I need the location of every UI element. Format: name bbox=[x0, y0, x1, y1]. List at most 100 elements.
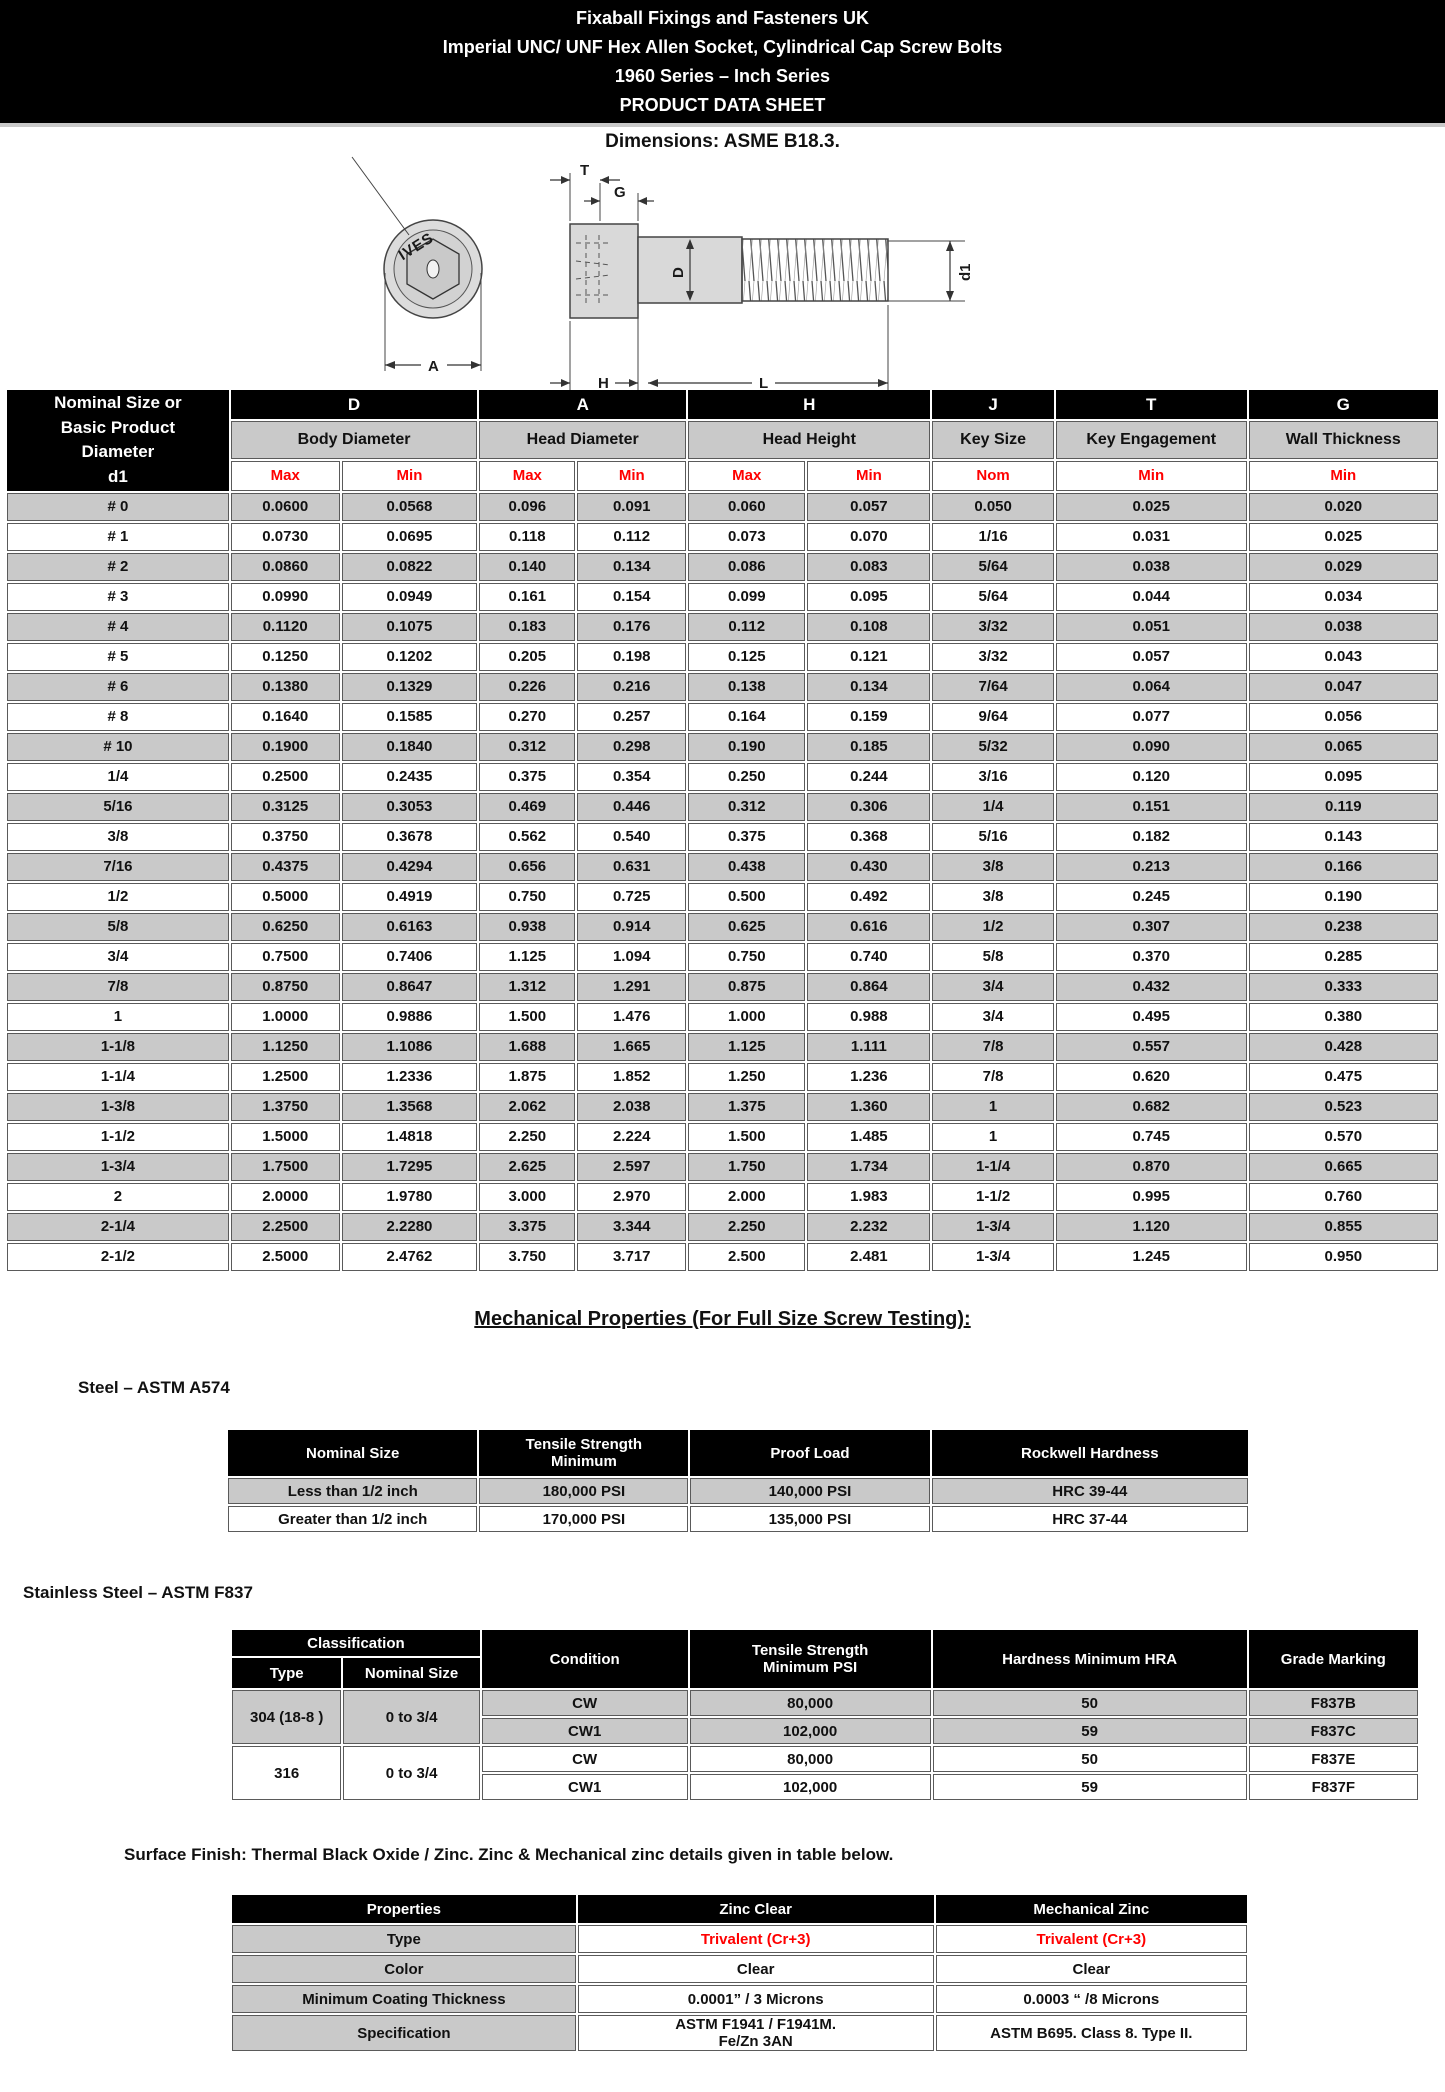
table-cell: 0.096 bbox=[479, 492, 576, 521]
group-label-key-size: Key Size bbox=[932, 421, 1054, 460]
table-cell: 0.0001” / 3 Microns bbox=[577, 1985, 934, 2013]
table-cell: 2.0000 bbox=[230, 1182, 340, 1211]
table-cell: 0.1120 bbox=[230, 612, 340, 641]
table-cell: 1-1/4 bbox=[932, 1152, 1054, 1181]
table-cell: 0.226 bbox=[479, 672, 576, 701]
table-cell: 2.232 bbox=[807, 1212, 931, 1241]
table-cell: # 1 bbox=[7, 522, 229, 551]
table-cell: 0.745 bbox=[1055, 1122, 1247, 1151]
table-row: 5/8 0.6250 0.6163 0.938 0.914 0.625 0.616 1/2 0.… bbox=[7, 912, 1438, 941]
table-cell: 0.047 bbox=[1248, 672, 1438, 701]
table-cell: 2.062 bbox=[479, 1092, 576, 1121]
table-row: # 3 0.0990 0.0949 0.161 0.154 0.099 0.095 5/64 0… bbox=[7, 582, 1438, 611]
table-row: CW1 102,000 59 F837C bbox=[232, 1718, 1418, 1744]
table-cell: 7/16 bbox=[7, 852, 229, 881]
table-cell: F837E bbox=[1248, 1746, 1418, 1772]
table-cell: 0.557 bbox=[1055, 1032, 1247, 1061]
table-cell: 0.065 bbox=[1248, 732, 1438, 761]
table-cell: 0.4375 bbox=[230, 852, 340, 881]
corner-header: Nominal Size or Basic Product Diameter d… bbox=[7, 390, 229, 491]
table-cell: 0.044 bbox=[1055, 582, 1247, 611]
table-cell: Greater than 1/2 inch bbox=[228, 1506, 478, 1532]
end-view: IVES A bbox=[351, 156, 483, 375]
table-cell: 135,000 PSI bbox=[690, 1506, 930, 1532]
table-cell: 3/4 bbox=[932, 1002, 1054, 1031]
table-cell: 0.1380 bbox=[230, 672, 340, 701]
table-cell: 0.091 bbox=[577, 492, 687, 521]
table-cell: 0.043 bbox=[1248, 642, 1438, 671]
table-cell: 0.6250 bbox=[230, 912, 340, 941]
subcol-header: Min bbox=[1248, 461, 1438, 491]
table-row: Greater than 1/2 inch 170,000 PSI 135,000 … bbox=[228, 1506, 1248, 1532]
dim-label-d1: d1 bbox=[957, 263, 974, 281]
group-label-wall-thickness: Wall Thickness bbox=[1248, 421, 1438, 460]
table-cell: 2.625 bbox=[479, 1152, 576, 1181]
table-cell: 1/16 bbox=[932, 522, 1054, 551]
table-cell: 0.995 bbox=[1055, 1182, 1247, 1211]
surface-finish-label: Surface Finish: Thermal Black Oxide / Zi… bbox=[124, 1845, 894, 1864]
table-cell: 50 bbox=[932, 1746, 1247, 1772]
table-row: 2-1/4 2.2500 2.2280 3.375 3.344 2.250 2.232 1-3… bbox=[7, 1212, 1438, 1241]
table-cell: 0.154 bbox=[577, 582, 687, 611]
table-cell: 3/4 bbox=[932, 972, 1054, 1001]
table-cell: 0.083 bbox=[807, 552, 931, 581]
table-cell: 0.4919 bbox=[341, 882, 478, 911]
group-label-body-diameter: Body Diameter bbox=[230, 421, 478, 460]
table-cell: 0.665 bbox=[1248, 1152, 1438, 1181]
table-cell: 0.428 bbox=[1248, 1032, 1438, 1061]
table-cell: 1.120 bbox=[1055, 1212, 1247, 1241]
table-row: 3/4 0.7500 0.7406 1.125 1.094 0.750 0.740 5/8 0.… bbox=[7, 942, 1438, 971]
table-cell: 0.562 bbox=[479, 822, 576, 851]
table-cell: 0.070 bbox=[807, 522, 931, 551]
table-cell: 0.143 bbox=[1248, 822, 1438, 851]
table-cell: 0.038 bbox=[1248, 612, 1438, 641]
table-cell: # 10 bbox=[7, 732, 229, 761]
table-cell: 0.0822 bbox=[341, 552, 478, 581]
table-row: 2-1/2 2.5000 2.4762 3.750 3.717 2.500 2.481 1-3… bbox=[7, 1242, 1438, 1271]
table-cell: 0.245 bbox=[1055, 882, 1247, 911]
table-cell: 0.090 bbox=[1055, 732, 1247, 761]
table-cell: 1.7295 bbox=[341, 1152, 478, 1181]
table-cell: 3/32 bbox=[932, 642, 1054, 671]
table-cell: 2-1/2 bbox=[7, 1242, 229, 1271]
dim-label-H: H bbox=[598, 375, 609, 391]
table-cell: 0.3053 bbox=[341, 792, 478, 821]
table-cell: 0.306 bbox=[807, 792, 931, 821]
table-cell: 0.120 bbox=[1055, 762, 1247, 791]
dim-label-G: G bbox=[614, 184, 626, 201]
table-cell: 0.056 bbox=[1248, 702, 1438, 731]
table-row: # 6 0.1380 0.1329 0.226 0.216 0.138 0.134 7/64 0… bbox=[7, 672, 1438, 701]
col-header-grade-marking: Grade Marking bbox=[1248, 1630, 1418, 1688]
col-header-tensile-strength-psi: Tensile Strength Minimum PSI bbox=[689, 1630, 931, 1688]
table-cell: F837F bbox=[1248, 1774, 1418, 1800]
col-header-properties: Properties bbox=[232, 1895, 576, 1923]
table-cell: 1.360 bbox=[807, 1092, 931, 1121]
table-cell: # 4 bbox=[7, 612, 229, 641]
table-cell: Trivalent (Cr+3) bbox=[577, 1925, 934, 1953]
table-row: 1-3/4 1.7500 1.7295 2.625 2.597 1.750 1.734 1-1… bbox=[7, 1152, 1438, 1181]
col-header-classification: Classification bbox=[232, 1630, 480, 1656]
table-cell: 5/64 bbox=[932, 582, 1054, 611]
table-cell: 170,000 PSI bbox=[479, 1506, 689, 1532]
table-cell: 80,000 bbox=[689, 1746, 931, 1772]
table-cell: 7/8 bbox=[932, 1062, 1054, 1091]
table-row: # 1 0.0730 0.0695 0.118 0.112 0.073 0.070 1/16 0… bbox=[7, 522, 1438, 551]
table-cell: # 8 bbox=[7, 702, 229, 731]
table-cell: 1.875 bbox=[479, 1062, 576, 1091]
table-cell: 2.2280 bbox=[341, 1212, 478, 1241]
table-cell: # 6 bbox=[7, 672, 229, 701]
table-cell: 0.354 bbox=[577, 762, 687, 791]
table-cell: F837C bbox=[1248, 1718, 1418, 1744]
table-cell: 0.161 bbox=[479, 582, 576, 611]
stainless-section-label: Stainless Steel – ASTM F837 bbox=[23, 1583, 253, 1602]
table-cell: 0.375 bbox=[688, 822, 806, 851]
table-cell: 0.140 bbox=[479, 552, 576, 581]
group-header-H: H bbox=[688, 390, 931, 420]
table-cell: 3/8 bbox=[932, 852, 1054, 881]
table-cell: 1.734 bbox=[807, 1152, 931, 1181]
group-label-head-diameter: Head Diameter bbox=[479, 421, 687, 460]
dimension-table: Nominal Size or Basic Product Diameter d… bbox=[5, 388, 1440, 1273]
table-cell: 0.620 bbox=[1055, 1062, 1247, 1091]
table-row: Minimum Coating Thickness 0.0001” / 3 Mic… bbox=[232, 1985, 1247, 2013]
table-cell: 0.077 bbox=[1055, 702, 1247, 731]
